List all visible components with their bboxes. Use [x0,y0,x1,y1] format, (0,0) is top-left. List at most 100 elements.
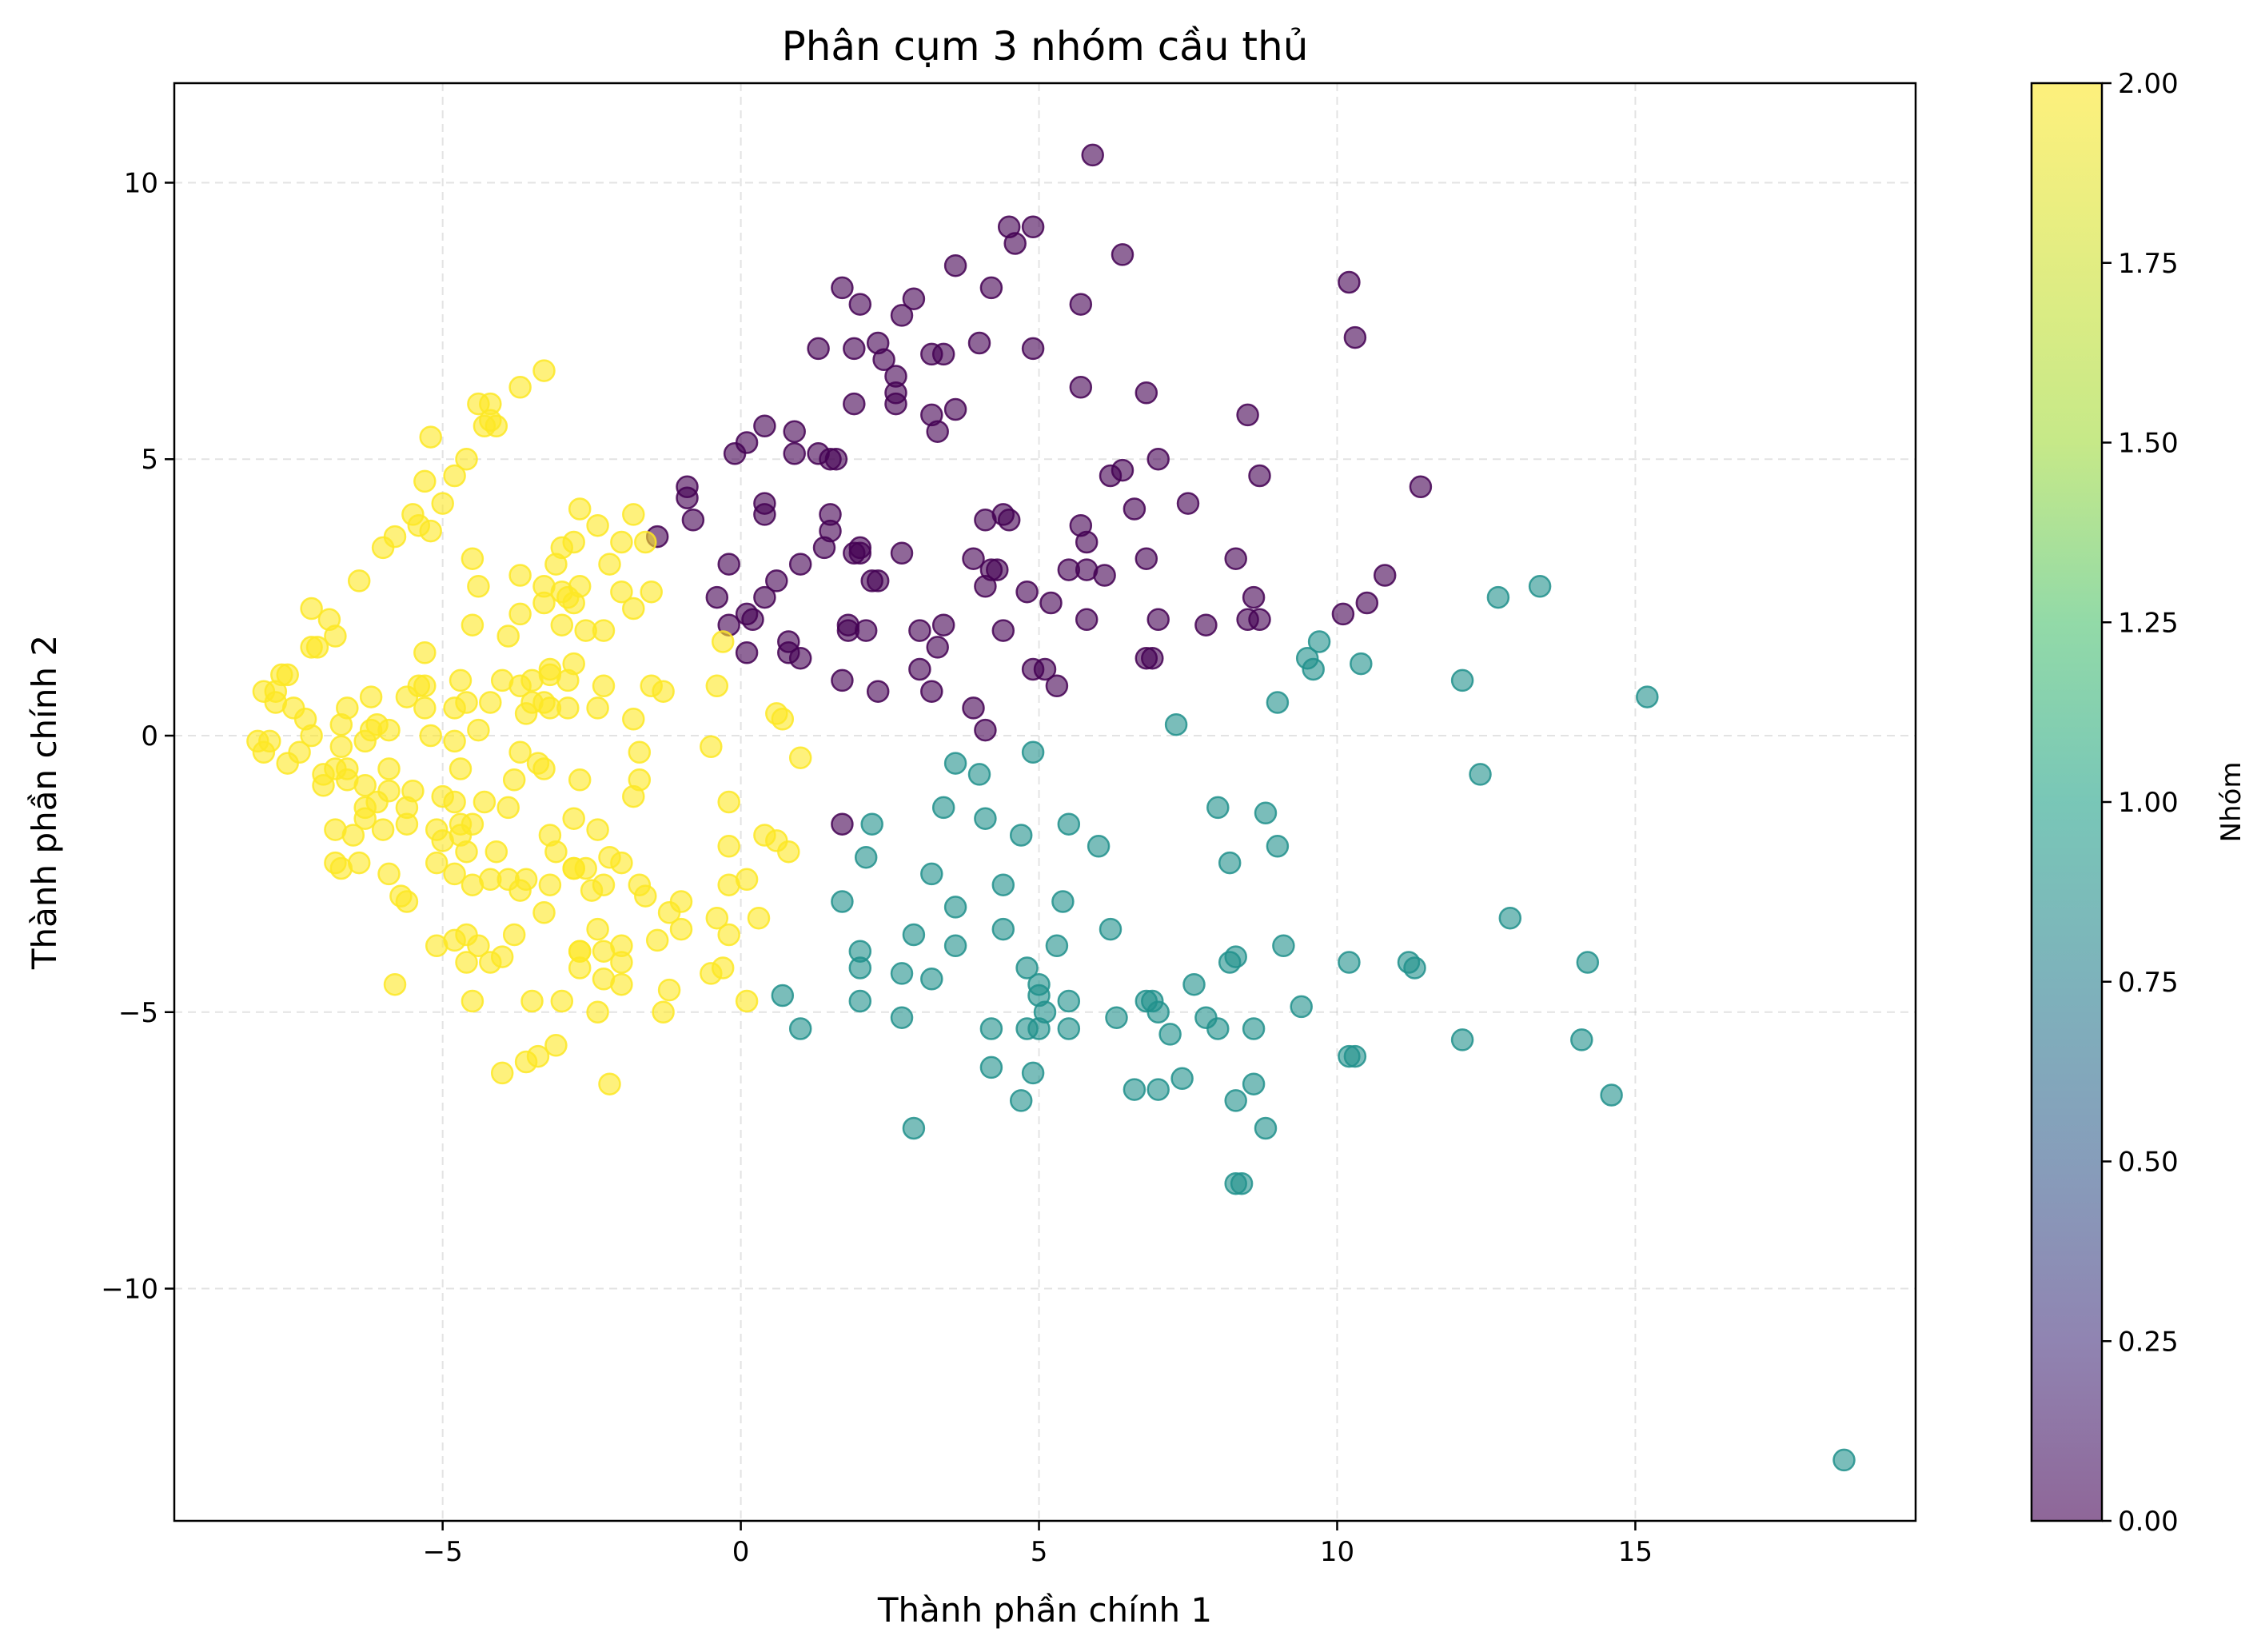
colorbar-tick-label: 0.00 [2118,1506,2179,1538]
data-point [962,696,985,720]
data-point [1021,215,1045,239]
data-point [1576,951,1600,974]
data-point [508,376,532,399]
colorbar-tick-label: 1.50 [2118,428,2179,460]
data-point [807,337,830,361]
data-point [353,807,377,830]
data-point [1134,547,1158,570]
data-point [645,928,669,952]
data-point [812,536,836,560]
cluster-0-series [645,143,1433,836]
data-point [1146,447,1170,471]
cluster-2-series [246,359,812,1095]
data-point [1069,293,1093,316]
data-point [657,901,681,924]
data-point [413,696,437,720]
data-point [788,646,812,670]
data-point [1570,1028,1593,1051]
data-point [890,541,914,565]
data-point [974,575,997,598]
data-point [353,729,377,753]
data-point [443,729,466,753]
colorbar-tick-label: 0.75 [2118,967,2179,999]
data-point [574,619,597,642]
data-point [890,304,914,327]
data-point [610,530,633,554]
data-point [1254,1116,1278,1140]
data-point [419,519,442,543]
data-point [1021,1061,1045,1085]
data-point [943,253,967,277]
data-point [943,934,967,958]
x-tick-label: 5 [1031,1536,1048,1568]
data-point [717,790,740,814]
data-point [538,873,562,896]
data-point [788,746,812,769]
data-point [1170,1067,1194,1091]
data-point [735,641,759,664]
data-point [700,735,723,759]
data-point [455,447,478,471]
data-point [1469,763,1492,786]
data-point [449,757,473,780]
data-point [848,293,872,316]
data-point [1134,646,1158,670]
data-point [681,509,705,532]
data-point [1230,1171,1254,1195]
data-point [622,784,645,808]
data-point [831,668,854,692]
data-point [1242,1072,1266,1095]
data-point [1218,851,1242,875]
plot-frame [173,82,1917,1522]
data-point [890,962,914,985]
data-point [377,862,401,886]
colorbar-tick-label: 0.50 [2118,1147,2179,1179]
data-point [854,845,878,869]
data-point [783,420,806,443]
data-point [717,923,740,947]
x-tick-label: 10 [1320,1536,1354,1568]
data-point [586,818,609,841]
data-point [1248,608,1271,632]
data-point [550,613,574,636]
data-point [986,558,1009,581]
data-point [508,674,532,698]
data-point [1051,890,1075,913]
data-point [508,879,532,902]
y-tick-label: −5 [118,997,158,1029]
data-point [490,1061,514,1085]
data-point [467,934,490,958]
data-point [1290,995,1313,1019]
data-point [532,901,556,924]
data-point [1206,796,1230,820]
data-point [872,348,895,372]
data-point [544,840,568,864]
data-point [336,768,359,792]
x-tick-label: 0 [732,1536,750,1568]
data-point [1486,585,1510,609]
colorbar-ticks: 0.00 0.25 0.50 0.75 1.00 1.25 1.50 1.75 2.00 [2102,68,2179,1538]
data-point [1146,1078,1170,1101]
data-point [962,547,985,570]
data-point [622,503,645,526]
data-point [652,1000,675,1024]
data-point [1146,608,1170,632]
data-point [467,575,490,598]
data-point [1009,1089,1033,1112]
data-point [991,873,1015,896]
data-point [419,425,442,449]
data-point [276,752,299,775]
data-point [771,708,795,731]
data-point [860,812,883,836]
data-point [610,851,633,875]
data-point [1099,917,1123,941]
data-point [592,674,616,698]
data-point [276,663,299,687]
data-point [1087,835,1111,858]
data-point [526,1044,550,1068]
x-axis-label: Thành phần chính 1 [877,1590,1212,1630]
data-point [1111,458,1134,482]
data-point [640,580,663,604]
data-point [747,906,771,930]
data-point [1409,475,1433,499]
